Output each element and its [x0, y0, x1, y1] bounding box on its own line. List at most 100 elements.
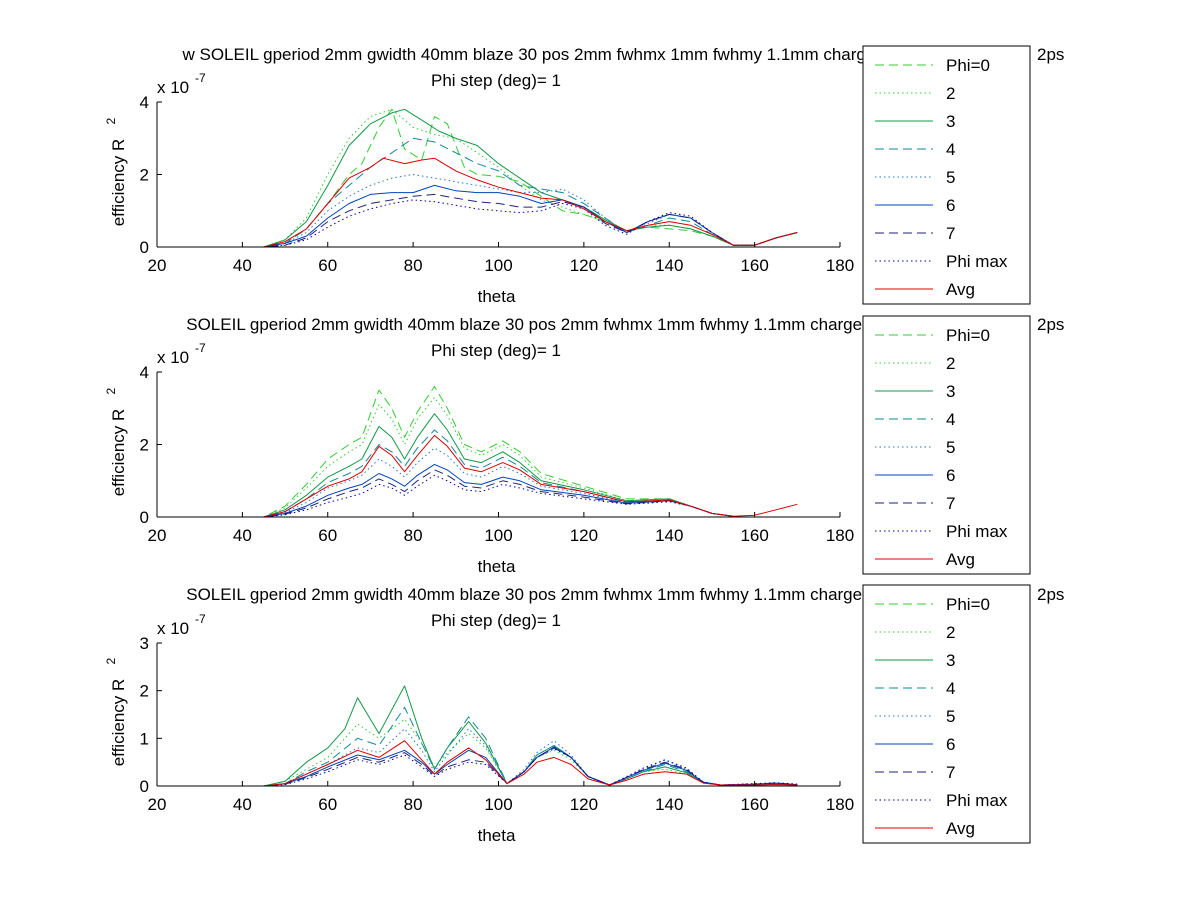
legend-label: Phi max [946, 522, 1008, 541]
legend-label: 4 [946, 410, 955, 429]
x-tick-label: 100 [484, 795, 512, 814]
y-exponent-base: x 10 [157, 348, 189, 367]
y-tick-label: 2 [140, 436, 149, 455]
chart-subtitle: Phi step (deg)= 1 [431, 611, 561, 630]
y-axis-label: efficiency R [109, 139, 128, 227]
series-line-3 [199, 108, 798, 247]
series-line-7 [199, 193, 798, 247]
x-tick-label: 180 [826, 526, 854, 545]
x-tick-label: 100 [484, 256, 512, 275]
legend-label: Avg [946, 550, 975, 569]
legend-label: Phi=0 [946, 56, 990, 75]
series-line-2 [199, 396, 734, 517]
legend-label: Phi=0 [946, 595, 990, 614]
legend-box [862, 315, 1031, 575]
y-axis-label-sup: 2 [104, 388, 118, 395]
legend-label: 5 [946, 168, 955, 187]
legend-label: 7 [946, 224, 955, 243]
legend-label: Phi=0 [946, 326, 990, 345]
x-tick-label: 180 [826, 256, 854, 275]
series-line-6 [199, 463, 734, 517]
legend-label: 7 [946, 763, 955, 782]
y-exponent-base: x 10 [157, 619, 189, 638]
legend-label: 4 [946, 140, 955, 159]
x-tick-label: 160 [740, 795, 768, 814]
x-tick-label: 120 [570, 526, 598, 545]
series-line-7 [199, 469, 734, 517]
legend-label: 7 [946, 494, 955, 513]
series-line-8 [199, 199, 798, 247]
y-tick-label: 3 [140, 634, 149, 653]
legend-box [862, 45, 1031, 305]
chart-subtitle: Phi step (deg)= 1 [431, 341, 561, 360]
x-tick-label: 180 [826, 795, 854, 814]
legend: Phi=0 2 3 4 5 6 7 Phi max Avg [862, 584, 1031, 844]
series-line-5 [199, 447, 734, 517]
legend-box [862, 584, 1031, 844]
series-line-1 [199, 386, 734, 517]
x-axis-label: theta [478, 826, 516, 845]
x-tick-label: 40 [233, 256, 252, 275]
x-tick-label: 80 [404, 795, 423, 814]
x-tick-label: 140 [655, 256, 683, 275]
y-tick-label: 0 [140, 238, 149, 257]
legend-label: 6 [946, 466, 955, 485]
x-tick-label: 60 [318, 256, 337, 275]
x-tick-label: 60 [318, 526, 337, 545]
series-line-3 [199, 685, 798, 786]
y-exponent-base: x 10 [157, 78, 189, 97]
series-line-9 [199, 157, 798, 247]
chart-panel-3: SOLEIL gperiod 2mm gwidth 40mm blaze 30 … [104, 584, 1064, 845]
y-axis-label-sup: 2 [104, 658, 118, 665]
legend-label: Avg [946, 280, 975, 299]
x-tick-label: 100 [484, 526, 512, 545]
series-group [199, 685, 798, 786]
legend-label: 6 [946, 196, 955, 215]
series-line-9 [199, 434, 798, 517]
legend-label: Phi max [946, 791, 1008, 810]
x-tick-label: 140 [655, 795, 683, 814]
y-axis-label: efficiency R [109, 679, 128, 767]
legend-label: Phi max [946, 252, 1008, 271]
series-line-8 [199, 748, 798, 786]
x-tick-label: 20 [148, 256, 167, 275]
legend-label: 3 [946, 382, 955, 401]
x-tick-label: 20 [148, 526, 167, 545]
series-line-8 [199, 474, 734, 517]
x-axis-label: theta [478, 287, 516, 306]
y-exponent-power: -7 [195, 341, 206, 355]
legend-label: 2 [946, 84, 955, 103]
x-axis-label: theta [478, 557, 516, 576]
chart-title: w SOLEIL gperiod 2mm gwidth 40mm blaze 3… [181, 45, 889, 64]
y-tick-label: 2 [140, 682, 149, 701]
x-tick-label: 160 [740, 526, 768, 545]
x-tick-label: 60 [318, 795, 337, 814]
chart-subtitle: Phi step (deg)= 1 [431, 71, 561, 90]
chart-title-tail: 2ps [1037, 45, 1064, 64]
y-exponent-power: -7 [195, 71, 206, 85]
x-tick-label: 80 [404, 526, 423, 545]
y-exponent-power: -7 [195, 612, 206, 626]
chart-title-tail: 2ps [1037, 315, 1064, 334]
x-tick-label: 40 [233, 795, 252, 814]
series-line-9 [199, 740, 798, 786]
series-line-6 [199, 184, 798, 247]
series-line-3 [199, 413, 734, 517]
x-tick-label: 80 [404, 256, 423, 275]
legend: Phi=0 2 3 4 5 6 7 Phi max Avg [862, 45, 1031, 305]
y-tick-label: 0 [140, 508, 149, 527]
x-tick-label: 160 [740, 256, 768, 275]
legend-label: 3 [946, 112, 955, 131]
legend-label: 5 [946, 438, 955, 457]
x-tick-label: 20 [148, 795, 167, 814]
legend: Phi=0 2 3 4 5 6 7 Phi max Avg [862, 315, 1031, 575]
legend-label: 5 [946, 707, 955, 726]
series-group [199, 386, 798, 517]
y-axis-label-sup: 2 [104, 118, 118, 125]
series-line-4 [199, 429, 734, 517]
legend-label: 2 [946, 354, 955, 373]
chart-panel-1: w SOLEIL gperiod 2mm gwidth 40mm blaze 3… [104, 45, 1064, 306]
series-line-4 [199, 137, 798, 247]
chart-title: SOLEIL gperiod 2mm gwidth 40mm blaze 30 … [186, 585, 885, 604]
